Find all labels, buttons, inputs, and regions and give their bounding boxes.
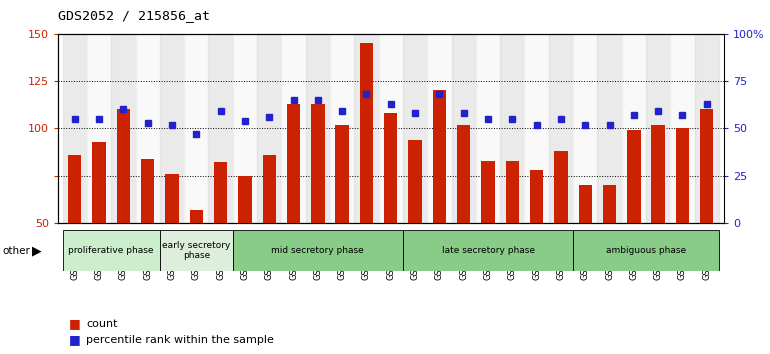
Bar: [92, 142, 105, 223]
Bar: [457, 125, 470, 223]
Text: mid secretory phase: mid secretory phase: [272, 246, 364, 255]
Text: ■: ■: [69, 333, 81, 346]
Bar: [646, 34, 671, 223]
Bar: [238, 176, 252, 223]
Bar: [676, 128, 689, 223]
Bar: [549, 34, 573, 223]
Text: percentile rank within the sample: percentile rank within the sample: [86, 335, 274, 345]
Text: proliferative phase: proliferative phase: [69, 246, 154, 255]
Bar: [306, 34, 330, 223]
Bar: [287, 104, 300, 223]
Bar: [651, 125, 665, 223]
Bar: [427, 34, 451, 223]
Bar: [257, 34, 281, 223]
Bar: [671, 34, 695, 223]
Bar: [379, 34, 403, 223]
Text: ▶: ▶: [32, 245, 42, 258]
Bar: [451, 34, 476, 223]
Bar: [117, 109, 130, 223]
Bar: [403, 230, 573, 271]
Bar: [360, 43, 373, 223]
Bar: [695, 34, 719, 223]
Text: early secretory
phase: early secretory phase: [162, 241, 230, 260]
Bar: [263, 155, 276, 223]
Bar: [233, 34, 257, 223]
Bar: [189, 210, 203, 223]
Bar: [408, 140, 422, 223]
Bar: [233, 230, 403, 271]
Text: other: other: [2, 246, 30, 256]
Bar: [433, 91, 446, 223]
Bar: [573, 34, 598, 223]
Bar: [354, 34, 379, 223]
Text: late secretory phase: late secretory phase: [441, 246, 534, 255]
Bar: [476, 34, 501, 223]
Bar: [598, 34, 621, 223]
Bar: [336, 125, 349, 223]
Bar: [111, 34, 136, 223]
Text: count: count: [86, 319, 118, 329]
Bar: [384, 113, 397, 223]
Text: ■: ■: [69, 318, 81, 330]
Bar: [184, 34, 209, 223]
Bar: [603, 185, 616, 223]
Bar: [62, 34, 87, 223]
Bar: [573, 230, 719, 271]
Bar: [62, 230, 160, 271]
Bar: [506, 160, 519, 223]
Bar: [160, 34, 184, 223]
Bar: [166, 174, 179, 223]
Bar: [554, 151, 567, 223]
Bar: [281, 34, 306, 223]
Bar: [578, 185, 592, 223]
Bar: [481, 160, 494, 223]
Bar: [500, 34, 524, 223]
Bar: [330, 34, 354, 223]
Bar: [311, 104, 324, 223]
Bar: [214, 162, 227, 223]
Bar: [403, 34, 427, 223]
Bar: [530, 170, 544, 223]
Bar: [700, 109, 714, 223]
Bar: [68, 155, 82, 223]
Bar: [621, 34, 646, 223]
Text: ambiguous phase: ambiguous phase: [606, 246, 686, 255]
Bar: [209, 34, 233, 223]
Bar: [524, 34, 549, 223]
Bar: [87, 34, 111, 223]
Bar: [628, 130, 641, 223]
Text: GDS2052 / 215856_at: GDS2052 / 215856_at: [58, 9, 209, 22]
Bar: [141, 159, 154, 223]
Bar: [160, 230, 233, 271]
Bar: [136, 34, 160, 223]
